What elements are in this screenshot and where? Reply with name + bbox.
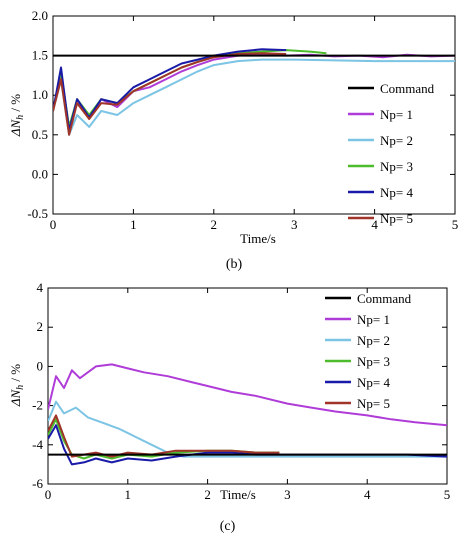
- series-group: [53, 48, 455, 136]
- y-tick-label: 2.0: [32, 8, 48, 23]
- y-axis-label-main: ΔN: [8, 389, 23, 408]
- legend-label-np2: Np= 2: [357, 333, 390, 348]
- y-axis-label-sub: h: [15, 385, 26, 390]
- legend-label-np4: Np= 4: [380, 185, 413, 200]
- legend-label-command: Command: [357, 291, 412, 306]
- y-tick-label: 0.5: [32, 127, 48, 142]
- y-axis-label-main: ΔN: [8, 119, 23, 138]
- y-tick-label: 0: [37, 358, 44, 373]
- figure-caption: (c): [220, 519, 236, 534]
- legend-label-np4: Np= 4: [357, 375, 390, 390]
- x-tick-label: 3: [284, 487, 291, 502]
- y-axis-label-sub: h: [15, 115, 26, 120]
- x-tick-label: 0: [50, 217, 57, 232]
- y-tick-label: -2: [32, 398, 43, 413]
- legend-label-np3: Np= 3: [357, 354, 390, 369]
- legend-label-command: Command: [380, 81, 435, 96]
- series-line-np1: [48, 363, 447, 427]
- legend-label-np5: Np= 5: [357, 396, 390, 411]
- y-tick-label: -0.5: [27, 206, 48, 221]
- y-tick-label: 4: [37, 280, 44, 295]
- y-axis-label: ΔNh / %: [8, 364, 26, 407]
- y-tick-label: -4: [32, 437, 43, 452]
- legend-label-np1: Np= 1: [357, 312, 390, 327]
- x-tick-label: 2: [204, 487, 211, 502]
- y-axis-label-tail: / %: [8, 364, 23, 385]
- y-axis-label: ΔNh / %: [8, 94, 26, 137]
- y-tick-label: 2: [37, 319, 44, 334]
- x-tick-label: 5: [452, 217, 459, 232]
- legend-label-np1: Np= 1: [380, 107, 413, 122]
- y-axis-label-tail: / %: [8, 94, 23, 115]
- y-tick-label: 0.0: [32, 166, 48, 181]
- chart-b: 0 1 2 3 4 5 -0.5 0.0 0.5 1.0 1.5 2.0 Command Np= 1 Np=…: [8, 8, 458, 272]
- y-tick-label: 1.5: [32, 48, 48, 63]
- x-tick-label: 2: [211, 217, 218, 232]
- y-tick-label: -6: [32, 476, 43, 491]
- legend-label-np5: Np= 5: [380, 211, 413, 226]
- legend-label-np3: Np= 3: [380, 159, 413, 174]
- series-group: [48, 363, 447, 466]
- figure-caption: (b): [226, 257, 243, 272]
- x-axis-label: Time/s: [220, 487, 256, 502]
- x-tick-label: 4: [364, 487, 371, 502]
- x-tick-label: 1: [130, 217, 137, 232]
- series-line-np5: [53, 52, 287, 136]
- x-tick-label: 5: [444, 487, 451, 502]
- x-tick-label: 0: [45, 487, 52, 502]
- series-line-np2: [53, 58, 455, 136]
- legend-label-np2: Np= 2: [380, 133, 413, 148]
- plot-frame: [47, 287, 448, 485]
- x-tick-label: 4: [371, 217, 378, 232]
- y-tick-label: 1.0: [32, 87, 48, 102]
- x-axis-label: Time/s: [240, 231, 276, 246]
- x-tick-label: 3: [291, 217, 298, 232]
- x-tick-label: 1: [125, 487, 132, 502]
- series-line-np2: [48, 400, 447, 458]
- plot-frame: [52, 15, 456, 215]
- chart-c: 0 1 2 3 4 5 -6 -4 -2 0 2 4 Command Np= 1 Np= 2 Np= 3 Np=…: [8, 280, 450, 534]
